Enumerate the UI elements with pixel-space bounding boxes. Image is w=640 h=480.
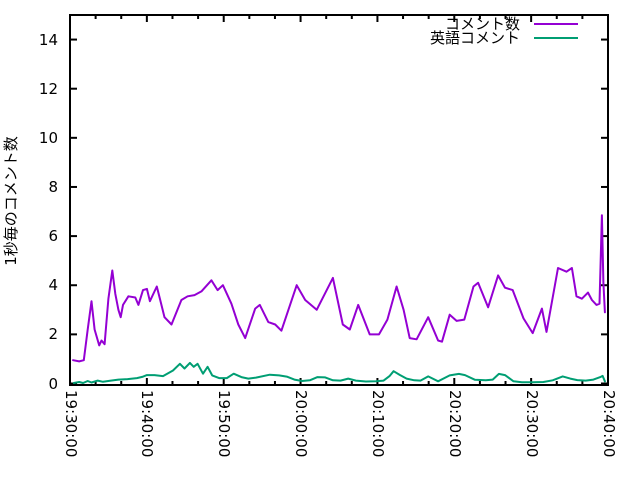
plot-border <box>69 14 609 386</box>
legend-item-comments: コメント数 <box>330 15 592 33</box>
legend-item-english-comments: 英語コメント <box>330 29 592 47</box>
legend-line-sample-comments <box>534 23 578 25</box>
series-line-0 <box>72 214 606 363</box>
y-tick-label: 8 <box>48 177 58 196</box>
x-tick-label: 19:40:00 <box>138 390 157 458</box>
y-axis-title: 1秒毎のコメント数 <box>2 136 20 266</box>
legend-line-sample-english-comments <box>534 37 578 39</box>
x-tick-label: 20:10:00 <box>368 390 387 458</box>
y-tick-label: 6 <box>48 227 58 246</box>
legend: コメント数 英語コメント <box>330 15 592 47</box>
x-tick-label: 19:30:00 <box>61 390 80 458</box>
y-tick-label: 0 <box>48 374 58 393</box>
y-tick-label: 10 <box>38 128 58 147</box>
x-tick-label: 20:00:00 <box>292 390 311 458</box>
y-tick-label: 14 <box>38 30 58 49</box>
x-tick-label: 19:50:00 <box>215 390 234 458</box>
x-tick-label: 20:20:00 <box>445 390 464 458</box>
series-line-1 <box>72 361 606 384</box>
x-tick-label: 20:40:00 <box>599 390 618 458</box>
y-tick-label: 12 <box>38 79 58 98</box>
x-tick-label: 20:30:00 <box>522 390 541 458</box>
legend-label-english-comments: 英語コメント <box>429 29 520 47</box>
y-tick-label: 4 <box>48 276 58 295</box>
legend-label-comments: コメント数 <box>444 15 520 33</box>
y-tick-label: 2 <box>48 325 58 344</box>
